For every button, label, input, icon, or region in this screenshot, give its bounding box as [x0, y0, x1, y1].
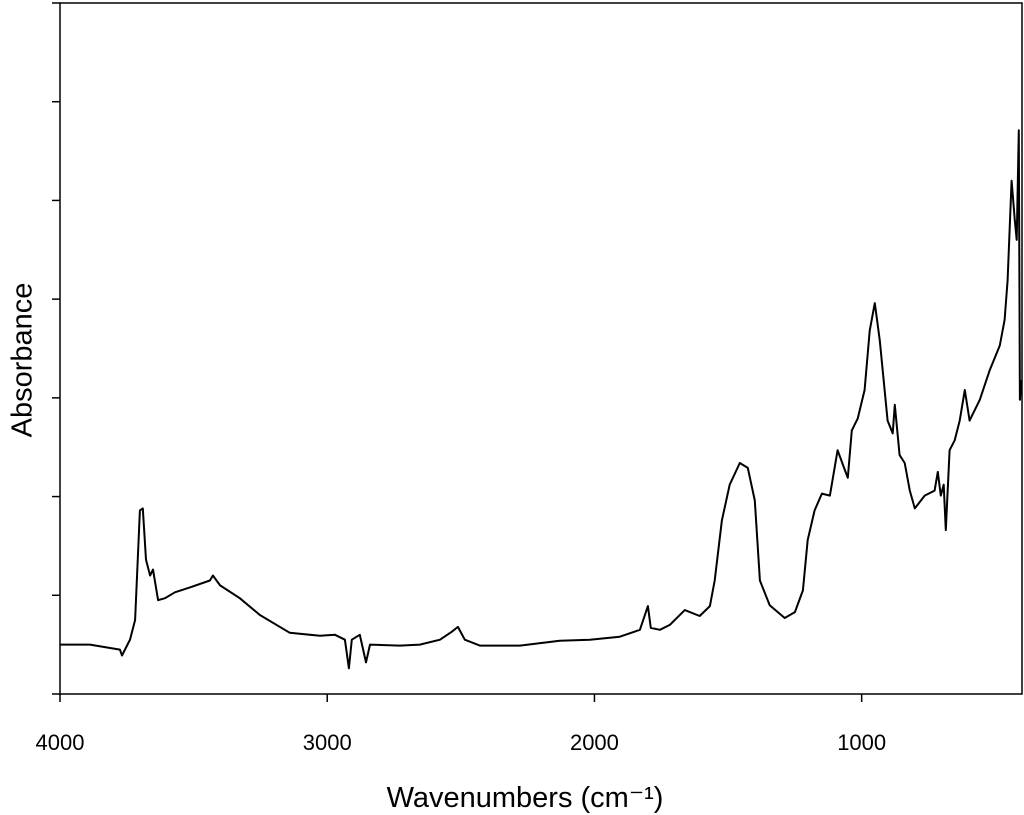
x-tick-label: 1000	[837, 730, 886, 755]
x-tick-label: 2000	[570, 730, 619, 755]
y-axis-label: Absorbance	[7, 283, 39, 438]
plot-frame	[59, 2, 1023, 695]
spectrum-line	[60, 129, 1023, 670]
x-axis-label: Wavenumbers (cm⁻¹)	[387, 782, 664, 814]
x-tick-label: 4000	[36, 730, 85, 755]
x-tick-label: 3000	[303, 730, 352, 755]
